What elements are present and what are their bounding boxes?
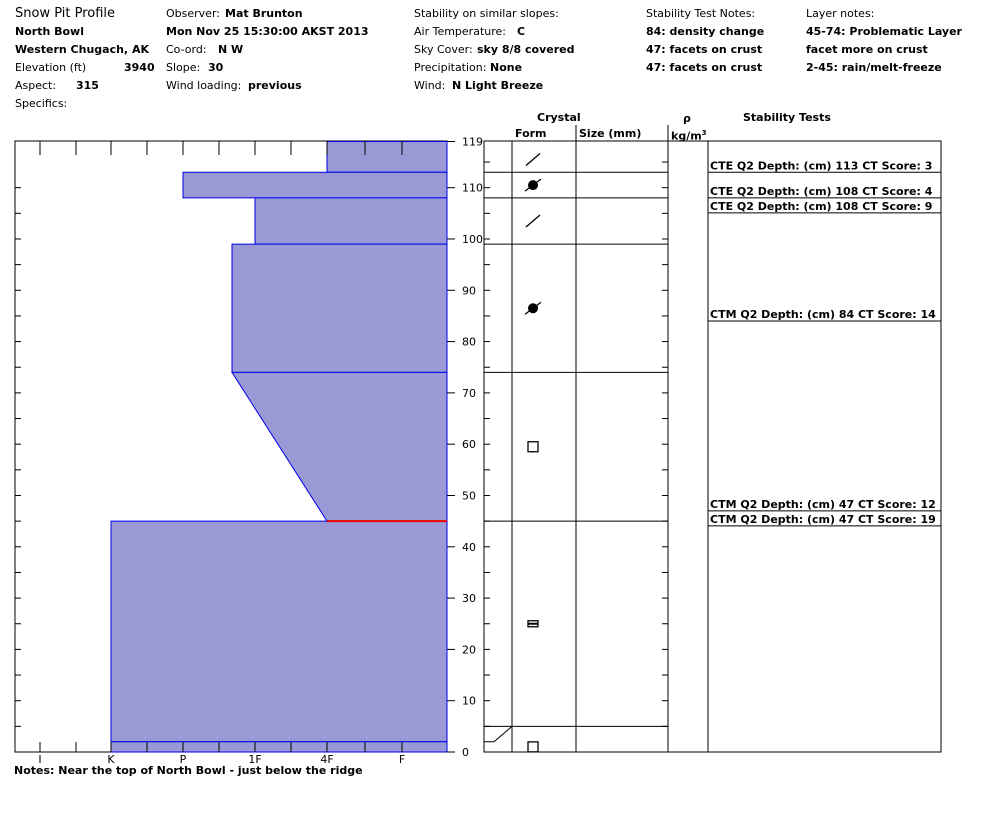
notes-text: Notes: Near the top of North Bowl - just…: [14, 764, 363, 777]
crystal-form-rounded-slash-3: [524, 301, 542, 315]
stability-tests-frame: [707, 140, 942, 753]
hardness-label-I: I: [38, 753, 41, 766]
precip-label: Precipitation:: [414, 61, 487, 74]
stability-test-label-1: CTE Q2 Depth: (cm) 108 CT Score: 4: [710, 185, 933, 198]
density-unit-sup: 3: [701, 129, 707, 137]
stability-test-label-4: CTM Q2 Depth: (cm) 47 CT Score: 12: [710, 498, 936, 511]
coord-label: Co-ord:: [166, 43, 207, 56]
test-note-2: 47: facets on crust: [646, 43, 763, 56]
form-header: Form: [515, 127, 547, 140]
hardness-layer-5: [110, 520, 448, 743]
hardness-layer-0: [326, 141, 448, 173]
precip-value: None: [490, 61, 523, 74]
observer-value: Mat Brunton: [225, 7, 303, 20]
stability-tests-header: Stability Tests: [743, 111, 831, 124]
depth-axis-label-110: 110: [462, 182, 483, 195]
stability-test-label-5: CTM Q2 Depth: (cm) 47 CT Score: 19: [710, 513, 936, 526]
layer-note-2: facet more on crust: [806, 43, 928, 56]
air-temp-label: Air Temperature:: [414, 25, 506, 38]
depth-axis-label-10: 10: [462, 695, 476, 708]
crystal-form-rounded-slash-1: [524, 178, 542, 192]
stability-test-label-0: CTE Q2 Depth: (cm) 113 CT Score: 3: [710, 159, 932, 172]
crystal-table-frame: [483, 140, 709, 753]
hardness-layer-2: [254, 197, 448, 245]
aspect-label: Aspect:: [15, 79, 57, 92]
depth-axis-label-80: 80: [462, 336, 476, 349]
hardness-layer-1: [182, 171, 448, 199]
depth-axis-label-70: 70: [462, 387, 476, 400]
hardness-label-P: P: [180, 753, 187, 766]
bottom-layer-connector: [484, 725, 513, 743]
coord-value: N W: [218, 43, 244, 56]
location-name: North Bowl: [15, 25, 84, 38]
layer-notes-label: Layer notes:: [806, 7, 875, 20]
depth-axis-label-90: 90: [462, 284, 476, 297]
hardness-label-K: K: [107, 753, 115, 766]
slope-label: Slope:: [166, 61, 201, 74]
elevation-label: Elevation (ft): [15, 61, 87, 74]
observation-datetime: Mon Nov 25 15:30:00 AKST 2013: [166, 25, 369, 38]
density-unit-header: kg/m3: [671, 127, 707, 143]
depth-axis-label-30: 30: [462, 592, 476, 605]
depth-axis-label-119: 119: [462, 136, 483, 149]
wind-value: N Light Breeze: [452, 79, 544, 92]
density-unit: kg/m: [671, 129, 702, 143]
depth-axis-label-0: 0: [462, 746, 469, 759]
crystal-form-facet-6: [527, 741, 539, 753]
depth-axis-label-40: 40: [462, 541, 476, 554]
hardness-layer-6: [110, 741, 448, 753]
depth-axis-label-100: 100: [462, 233, 483, 246]
elevation-value: 3940: [124, 61, 155, 74]
air-temp-value: C: [517, 25, 526, 38]
crystal-form-precip-0: [525, 152, 541, 166]
stability-test-label-3: CTM Q2 Depth: (cm) 84 CT Score: 14: [710, 308, 936, 321]
size-header: Size (mm): [579, 127, 642, 140]
observer-label: Observer:: [166, 7, 220, 20]
test-note-1: 84: density change: [646, 25, 765, 38]
sky-cover-label: Sky Cover:: [414, 43, 473, 56]
rho-header: ρ: [683, 112, 691, 125]
depth-axis-label-20: 20: [462, 643, 476, 656]
hardness-label-F: F: [399, 753, 405, 766]
test-notes-label: Stability Test Notes:: [646, 7, 756, 20]
layer-note-3: 2-45: rain/melt-freeze: [806, 61, 942, 74]
crystal-form-precip-2: [525, 214, 541, 228]
wind-loading-value: previous: [248, 79, 302, 92]
depth-axis-label-50: 50: [462, 489, 476, 502]
crystal-header: Crystal: [537, 111, 581, 124]
hardness-label-1F: 1F: [248, 753, 261, 766]
page-title: Snow Pit Profile: [15, 6, 116, 21]
layer-note-1: 45-74: Problematic Layer: [806, 25, 962, 38]
specifics-label: Specifics:: [15, 97, 68, 110]
test-note-3: 47: facets on crust: [646, 61, 763, 74]
sky-cover-value: sky 8/8 covered: [477, 43, 575, 56]
aspect-value: 315: [76, 79, 99, 92]
slope-value: 30: [208, 61, 224, 74]
stability-test-label-2: CTE Q2 Depth: (cm) 108 CT Score: 9: [710, 200, 932, 213]
wind-loading-label: Wind loading:: [166, 79, 242, 92]
hardness-label-4F: 4F: [320, 753, 333, 766]
wind-label: Wind:: [414, 79, 446, 92]
range-name: Western Chugach, AK: [15, 43, 149, 56]
stability-similar-label: Stability on similar slopes:: [414, 7, 559, 20]
depth-axis-label-60: 60: [462, 438, 476, 451]
hardness-layer-3: [231, 243, 448, 373]
crystal-form-facet-4: [527, 441, 539, 453]
